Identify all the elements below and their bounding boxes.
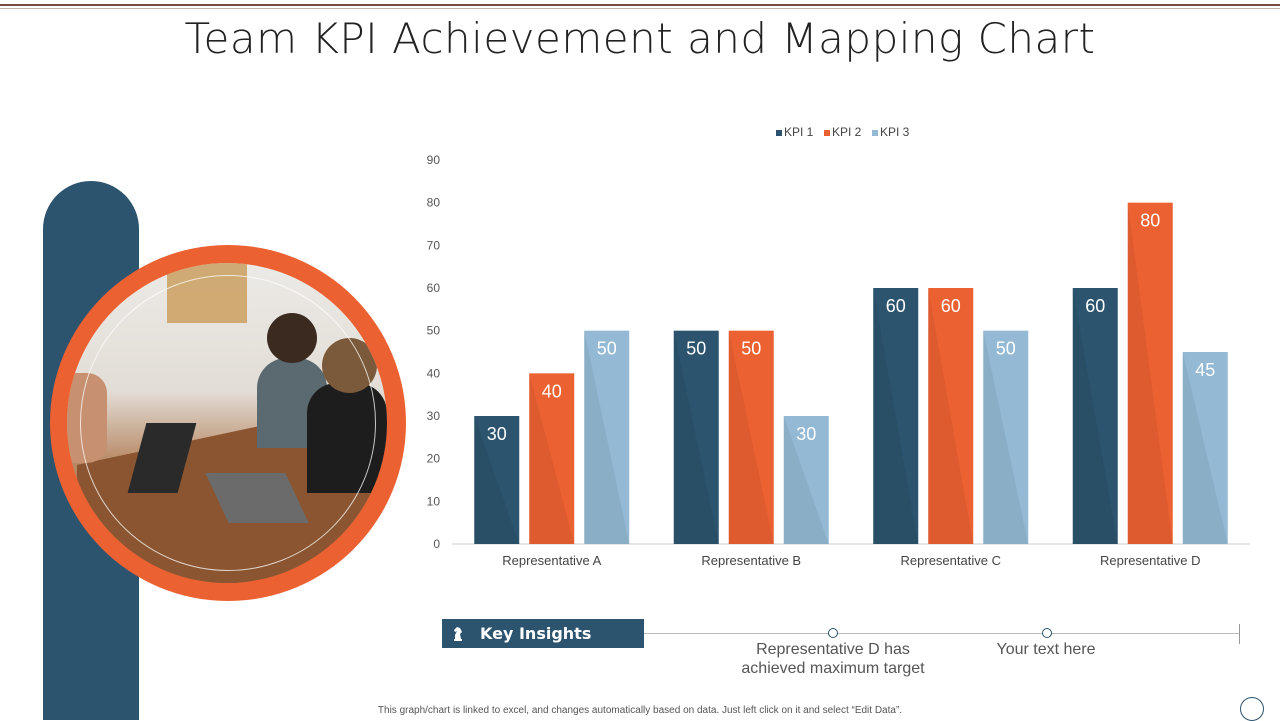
y-tick-label: 80 — [427, 196, 441, 210]
footnote: This graph/chart is linked to excel, and… — [377, 705, 903, 716]
bar-data-label: 80 — [1140, 211, 1160, 231]
y-tick-label: 50 — [427, 324, 441, 338]
bar — [983, 330, 1029, 544]
insight-item: Your text here — [946, 640, 1146, 659]
top-rule — [0, 4, 1280, 6]
bar-data-label: 50 — [686, 339, 706, 359]
bar-shade — [1182, 352, 1228, 544]
corner-circle — [1240, 697, 1264, 721]
bar-shade — [983, 330, 1029, 544]
legend-label: KPI 2 — [832, 125, 862, 139]
bar — [584, 330, 630, 544]
timeline-dot — [1042, 628, 1052, 638]
timeline-dot — [828, 628, 838, 638]
legend-swatch — [776, 130, 782, 136]
y-tick-label: 0 — [433, 537, 440, 551]
legend-swatch — [824, 130, 830, 136]
kpi-bar-chart[interactable]: 0 10 20 30 40 50 60 70 80 90 30 40 50 Representative … — [400, 120, 1260, 580]
bar-data-label: 30 — [796, 424, 816, 444]
y-tick-label: 20 — [427, 452, 441, 466]
x-tick-label: Representative D — [1100, 553, 1200, 568]
bar-shade — [584, 330, 630, 544]
bar-shade — [873, 288, 919, 544]
bar-data-label: 50 — [597, 339, 617, 359]
bar — [474, 416, 520, 544]
photo-inner-ring — [80, 275, 376, 571]
bar-data-label: 60 — [941, 296, 961, 316]
bar-data-label: 30 — [487, 424, 507, 444]
insights-timeline-end — [1239, 624, 1240, 644]
insight-text-line: Your text here — [996, 641, 1096, 658]
bar — [873, 288, 919, 544]
insight-text-line: Representative D has — [756, 641, 910, 658]
bar-shade — [728, 330, 774, 544]
y-tick-label: 10 — [427, 494, 441, 508]
bar — [1127, 202, 1173, 544]
bar-shade — [1127, 202, 1173, 544]
insight-text-line: achieved maximum target — [741, 660, 925, 677]
bar — [1072, 288, 1118, 544]
key-insights-label: Key Insights — [480, 624, 592, 643]
x-tick-label: Representative C — [901, 553, 1001, 568]
x-tick-label: Representative A — [502, 553, 601, 568]
y-tick-label: 90 — [427, 153, 441, 167]
legend-swatch — [872, 130, 878, 136]
bar-data-label: 50 — [996, 339, 1016, 359]
bar — [1182, 352, 1228, 544]
y-tick-label: 40 — [427, 366, 441, 380]
bar — [529, 373, 575, 544]
bar-data-label: 60 — [886, 296, 906, 316]
key-insights-header: Key Insights — [442, 619, 644, 648]
bar — [783, 416, 829, 544]
legend-label: KPI 3 — [880, 125, 910, 139]
top-rule-thin — [0, 8, 1280, 9]
y-tick-label: 70 — [427, 238, 441, 252]
insight-item: Representative D has achieved maximum ta… — [713, 640, 953, 678]
bar — [728, 330, 774, 544]
bar — [928, 288, 974, 544]
insights-timeline — [644, 633, 1240, 634]
bar-data-label: 50 — [741, 339, 761, 359]
bar-shade — [928, 288, 974, 544]
bar-shade — [1072, 288, 1118, 544]
x-tick-label: Representative B — [701, 553, 801, 568]
y-tick-label: 30 — [427, 409, 441, 423]
bar-shade — [474, 416, 520, 544]
bar-shade — [673, 330, 719, 544]
page-title: Team KPI Achievement and Mapping Chart — [184, 14, 1096, 63]
y-tick-label: 60 — [427, 281, 441, 295]
bar — [673, 330, 719, 544]
bar-shade — [529, 373, 575, 544]
legend-label: KPI 1 — [784, 125, 814, 139]
chess-knight-icon — [450, 626, 466, 642]
bar-data-label: 45 — [1195, 360, 1215, 380]
bar-shade — [783, 416, 829, 544]
bar-data-label: 60 — [1085, 296, 1105, 316]
bar-data-label: 40 — [542, 381, 562, 401]
